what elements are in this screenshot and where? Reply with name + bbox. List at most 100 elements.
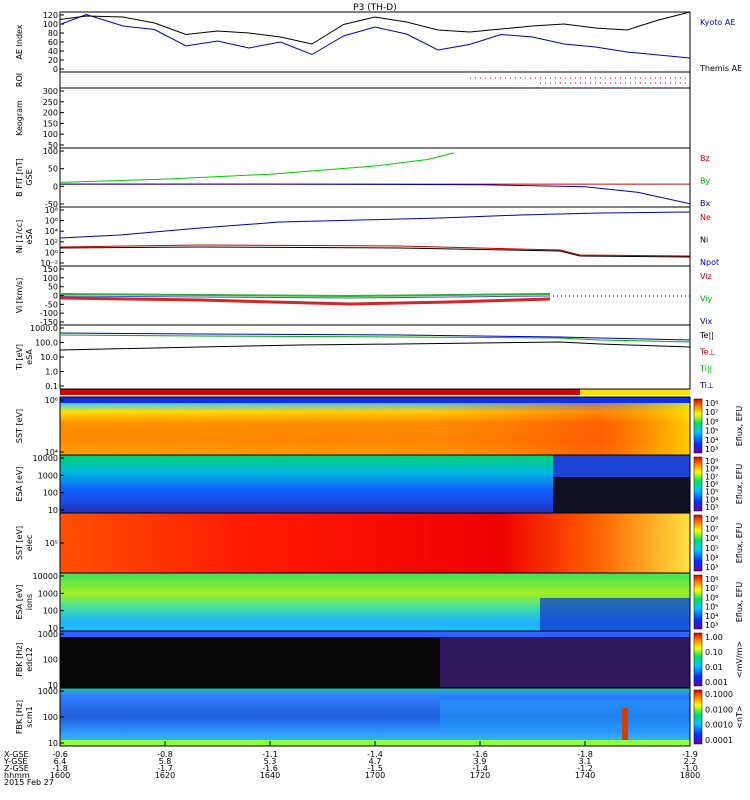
- colorbar-tick-label: 10⁴: [705, 553, 718, 562]
- colorbar-tick-label: 10⁴: [705, 436, 718, 445]
- colorbar-tick-label: 0.1000: [705, 690, 733, 699]
- x-tick-label: 1600: [50, 771, 70, 780]
- colorbar: [693, 456, 703, 512]
- orbit-value: -1.4: [367, 750, 383, 759]
- esa-ion-low-energy-region: [540, 598, 690, 631]
- velocity-series-vix: [59, 295, 551, 299]
- orbit-value: 4.7: [369, 757, 382, 766]
- colorbar-tick-label: 10⁷: [705, 472, 718, 481]
- keogram-frame: [59, 87, 691, 149]
- ae-index-ytick-label: 120: [43, 11, 58, 20]
- colorbar-tick-label: 10⁸: [705, 465, 718, 474]
- orbit-value: -1.9: [682, 750, 698, 759]
- mode-bar-fast: [60, 389, 580, 395]
- fbk-e-late-region: [440, 637, 690, 688]
- orbit-value: -1.6: [472, 750, 488, 759]
- b-field-ylabel: B FIT [nT]: [15, 158, 24, 197]
- velocity-ylabel: Vi [km/s]: [15, 278, 24, 314]
- sst-electron-heatmap-gradient: [60, 397, 690, 455]
- colorbar-tick-label: 10⁵: [705, 544, 718, 553]
- x-tick-label: 1700: [365, 771, 385, 780]
- ae-index-ytick-label: 0: [53, 65, 58, 74]
- esa-electron-late-band: [553, 455, 690, 477]
- velocity-ytick-label: 100: [43, 274, 58, 283]
- colorbar: [693, 574, 703, 630]
- b-field-ytick-label: 50: [48, 165, 58, 174]
- colorbar-tick-label: 10⁸: [705, 399, 718, 408]
- fbk-e-ytick-label: 10: [48, 681, 58, 690]
- ae-index-ytick-label: 60: [48, 38, 58, 47]
- series: [59, 11, 691, 351]
- orbit-value: -1.6: [262, 764, 278, 773]
- orbit-value: 5.3: [264, 757, 277, 766]
- density-ytick-label: 10⁰: [45, 248, 58, 257]
- fbk-b-spike: [622, 708, 628, 746]
- temperature-ytick-label: 10.0: [40, 353, 58, 362]
- colorbar-tick-label: 10³: [705, 503, 718, 512]
- heatmap-backgrounds: [60, 77, 690, 746]
- colorbar-tick-label: 0.001: [705, 678, 728, 687]
- plot-date: 2015 Feb 27: [4, 778, 54, 787]
- colorbar-tick-label: 10⁵: [705, 603, 718, 612]
- orbit-row-label: Z-GSE: [4, 764, 29, 773]
- density-ytick-label: 10⁻²: [40, 259, 58, 268]
- colorbar-tick-label: 10⁸: [705, 575, 718, 584]
- esa-electron-ytick-label: 10000: [33, 454, 58, 463]
- colorbar-tick-label: 1.00: [705, 633, 723, 642]
- sst-ion-ylabel-sub: elec: [25, 535, 34, 551]
- sst-ion-ytick-label: 10⁵: [45, 539, 58, 548]
- roi-frame: [59, 71, 691, 89]
- colorbar-tick-label: 10⁴: [705, 612, 718, 621]
- velocity-series-viz: [59, 296, 551, 306]
- velocity-series-viy: [59, 293, 551, 298]
- colorbar-label: Eflux, EFU: [735, 406, 744, 447]
- ae-index-series-kyoto-ae: [59, 13, 691, 59]
- keogram-ytick-label: 50: [48, 141, 58, 150]
- esa-ion-ylabel: ESA [eV]: [15, 585, 24, 620]
- esa-electron-ytick-label: 1000: [38, 471, 58, 480]
- temperature-series-ti-par: [59, 334, 691, 343]
- temperature-legend-item: Ti||: [699, 364, 712, 373]
- temperature-ytick-label: 0.1: [45, 382, 58, 391]
- density-series-npot: [59, 246, 691, 258]
- colorbar-label: Eflux, EFU: [735, 582, 744, 623]
- colorbar-tick-label: 10³: [705, 563, 718, 572]
- x-tick-label: 1720: [470, 771, 490, 780]
- orbit-value: 3.1: [579, 757, 592, 766]
- colorbar-tick-label: 10⁹: [705, 457, 718, 466]
- colorbar: [693, 689, 703, 745]
- colorbar: [693, 398, 703, 454]
- velocity-ytick-label: -100: [40, 309, 58, 318]
- velocity-legend-item: Viy: [700, 295, 713, 304]
- keogram-ytick-label: 150: [43, 119, 58, 128]
- ae-index-ytick-label: 20: [48, 56, 58, 65]
- ae-index-legend-item: Kyoto AE: [700, 18, 735, 27]
- x-tick-label: 1740: [575, 771, 595, 780]
- density-ytick-label: 10²: [45, 238, 58, 247]
- orbit-row-label: Y-GSE: [3, 757, 27, 766]
- orbit-value: -1.5: [367, 764, 383, 773]
- colorbar-tick-label: 10⁶: [705, 417, 718, 426]
- x-tick-label: 1640: [260, 771, 280, 780]
- colorbar-tick-label: 10⁴: [705, 495, 718, 504]
- colorbar-tick-label: 10³: [705, 621, 718, 630]
- temperature-ylabel: Ti [eV]: [15, 344, 24, 371]
- b-field-ytick-label: 100: [43, 147, 58, 156]
- orbit-value: -0.6: [52, 750, 68, 759]
- x-tick-label: 1800: [680, 771, 700, 780]
- keogram-ytick-label: 250: [43, 98, 58, 107]
- colorbar-tick-label: 0.0010: [705, 721, 733, 730]
- orbit-value: -1.8: [577, 750, 593, 759]
- temperature-ytick-label: 1.0: [45, 368, 58, 377]
- sst-electron-top-band: [60, 397, 690, 403]
- roi-ylabel: ROI: [15, 73, 24, 87]
- orbit-value: -1.4: [472, 764, 488, 773]
- keogram-ytick-label: 100: [43, 130, 58, 139]
- ae-index-frame: [59, 11, 691, 73]
- sst-electron-ylabel: SST [eV]: [15, 409, 24, 443]
- esa-ion-ytick-label: 100: [43, 607, 58, 616]
- orbit-value: -1.8: [52, 764, 68, 773]
- b-field-ytick-label: 0: [53, 182, 58, 191]
